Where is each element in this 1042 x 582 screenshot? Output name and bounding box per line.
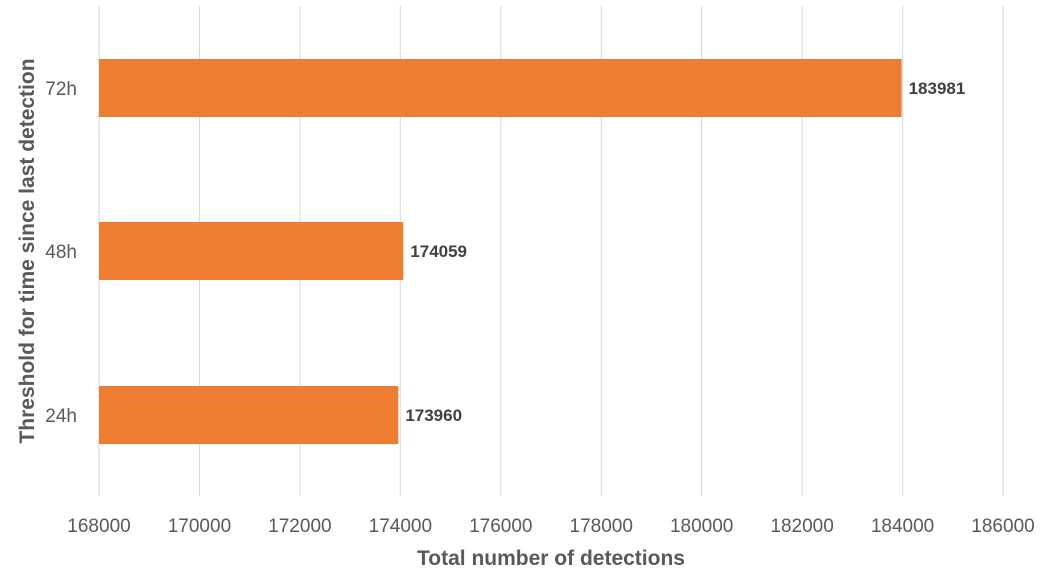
- category-label-72h: 72h: [45, 79, 77, 100]
- y-axis-categories: 72h 48h 24h: [45, 79, 77, 427]
- data-label-48h: 174059: [410, 242, 467, 261]
- x-tick-label: 184000: [871, 516, 934, 537]
- x-tick-label: 172000: [268, 516, 331, 537]
- bar-72h: [99, 59, 902, 117]
- bar-24h: [99, 386, 399, 444]
- category-label-24h: 24h: [45, 406, 77, 427]
- x-tick-label: 186000: [971, 516, 1034, 537]
- data-label-24h: 173960: [405, 406, 462, 425]
- x-tick-label: 178000: [570, 516, 633, 537]
- x-tick-label: 168000: [67, 516, 130, 537]
- y-axis-title: Threshold for time since last detection: [16, 58, 39, 443]
- category-label-48h: 48h: [45, 242, 77, 263]
- x-tick-label: 180000: [670, 516, 733, 537]
- x-tick-label: 182000: [770, 516, 833, 537]
- data-label-72h: 183981: [909, 79, 966, 98]
- x-axis-ticks: 168000 170000 172000 174000 176000 178000 1800…: [67, 516, 1034, 537]
- x-tick-label: 170000: [168, 516, 231, 537]
- x-axis-title: Total number of detections: [417, 547, 685, 570]
- data-labels: 183981 174059 173960: [405, 79, 965, 425]
- x-tick-label: 176000: [469, 516, 532, 537]
- bar-48h: [99, 222, 404, 280]
- bars: [99, 59, 902, 444]
- x-tick-label: 174000: [369, 516, 432, 537]
